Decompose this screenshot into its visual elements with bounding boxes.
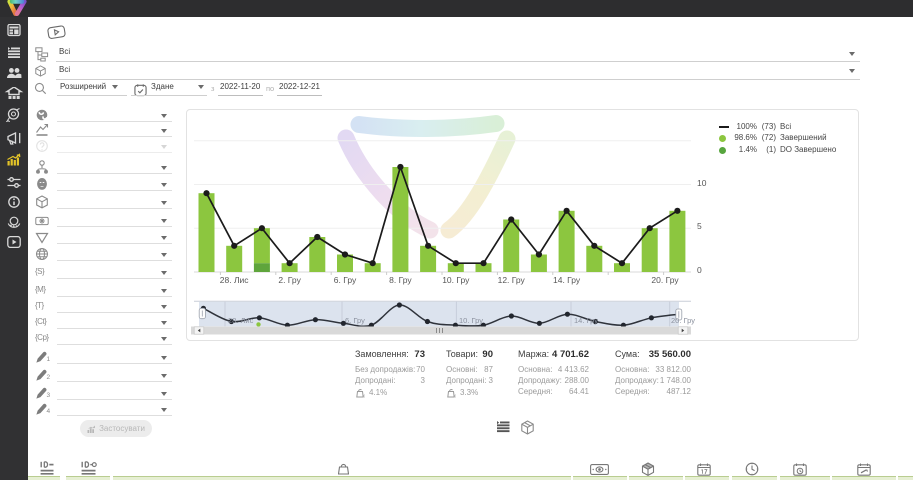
svg-text:x: x — [363, 394, 366, 399]
svg-text:x: x — [454, 394, 457, 399]
